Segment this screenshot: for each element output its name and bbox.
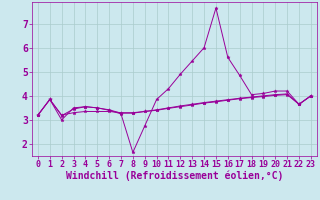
X-axis label: Windchill (Refroidissement éolien,°C): Windchill (Refroidissement éolien,°C) [66, 171, 283, 181]
